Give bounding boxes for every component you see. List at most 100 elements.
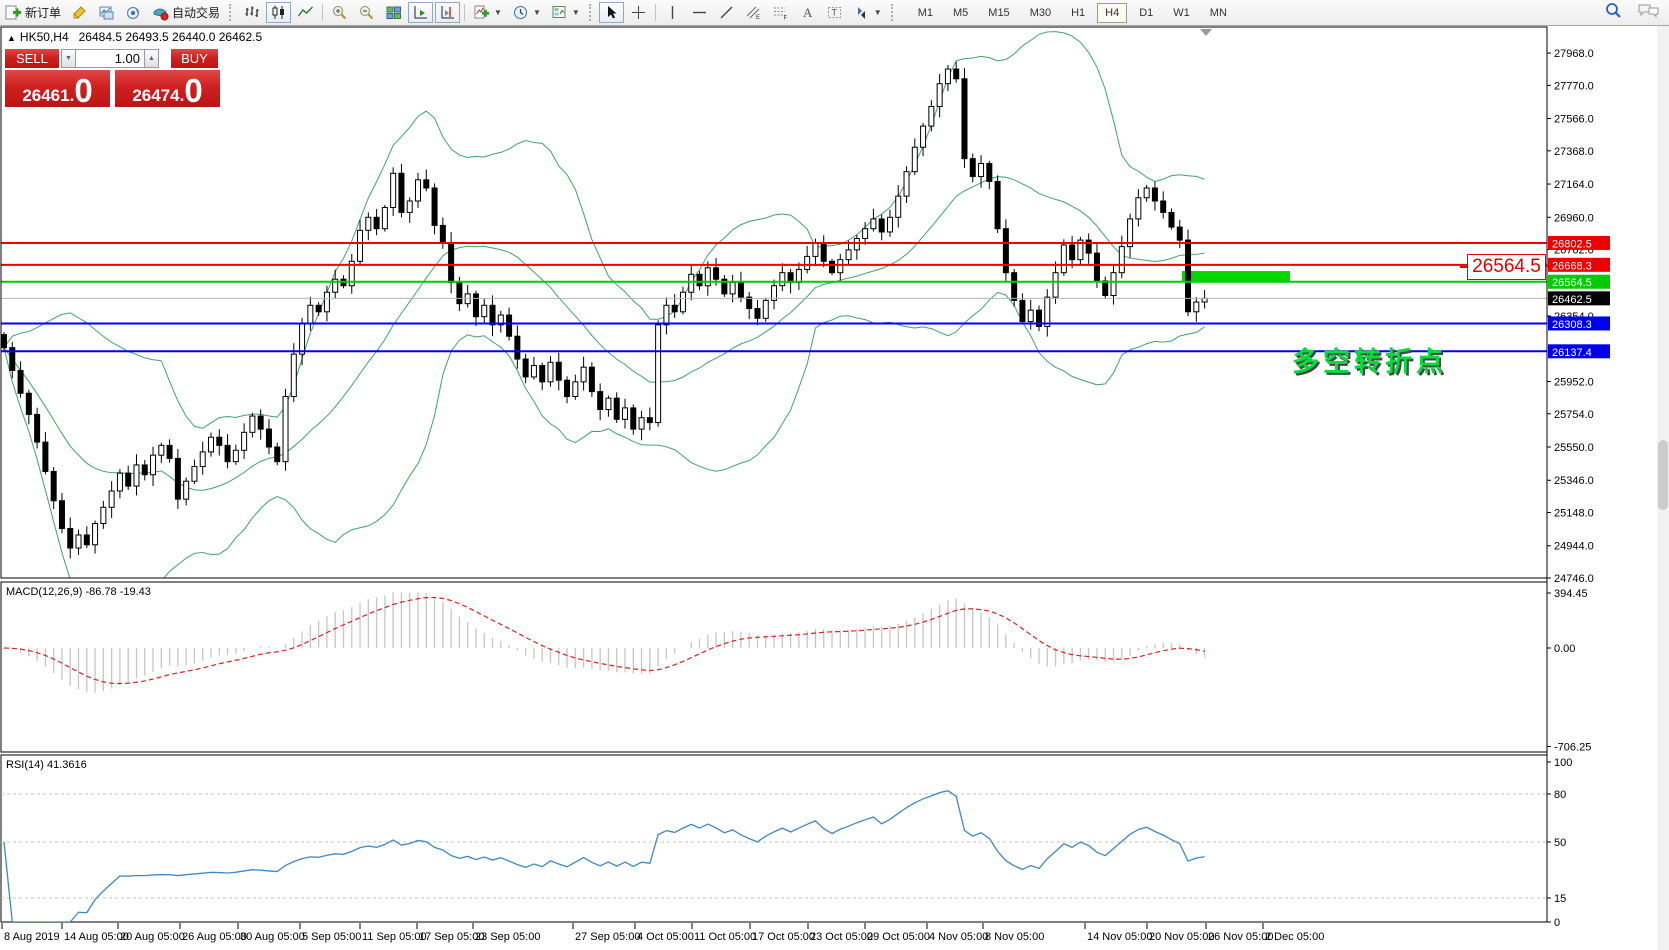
collapse-panel-icon[interactable]: ▲ <box>7 33 16 43</box>
dropdown-caret-icon: ▼ <box>494 8 502 17</box>
zoom-in-button[interactable] <box>327 2 352 23</box>
auto-scroll-icon <box>414 6 428 19</box>
chart-title: ▲ HK50,H4 26484.5 26493.5 26440.0 26462.5 <box>7 30 262 44</box>
time-tick-label: 20 Nov 05:00 <box>1149 931 1214 943</box>
zoom-group <box>326 0 407 25</box>
toolbar-separator <box>464 4 466 21</box>
zoom-out-icon <box>360 6 374 20</box>
text-label-tool-button[interactable]: T <box>822 2 847 23</box>
highlight-bar-object[interactable] <box>1182 271 1290 283</box>
new-order-icon <box>5 5 21 20</box>
vertical-scrollbar[interactable] <box>1657 25 1669 950</box>
horizontal-line-icon <box>692 11 706 14</box>
buy-price-int: 26474 <box>132 86 180 105</box>
insert-group: ▼ ▼ ▼ <box>468 0 585 25</box>
buy-price-box[interactable]: 26474. 0 <box>115 70 220 107</box>
cursor-tool-button[interactable] <box>598 2 624 23</box>
cursor-icon <box>607 6 617 19</box>
horizontal-line-tool-button[interactable] <box>687 2 712 23</box>
sell-price-int: 26461 <box>22 86 70 105</box>
scrollbar-thumb[interactable] <box>1658 440 1668 510</box>
timeframe-button-d1[interactable]: D1 <box>1131 3 1161 23</box>
bar-chart-button[interactable] <box>239 2 264 23</box>
timeframe-button-m1[interactable]: M1 <box>910 3 941 23</box>
scroll-group <box>407 0 461 25</box>
macd-tick-label: -706.25 <box>1554 741 1591 753</box>
timeframe-button-m5[interactable]: M5 <box>945 3 976 23</box>
time-tick-label: 29 Oct 05:00 <box>867 931 930 943</box>
time-tick-label: 8 Nov 05:00 <box>985 931 1044 943</box>
price-tick-label: 25550.0 <box>1554 442 1594 454</box>
chart-shift-button[interactable] <box>435 2 461 23</box>
profiles-button[interactable] <box>94 2 119 23</box>
main-toolbar: 新订单 自动交易 <box>0 0 1669 26</box>
volume-decrease-button[interactable]: ▼ <box>61 49 76 68</box>
signals-button[interactable] <box>121 2 146 23</box>
autotrading-button[interactable]: 自动交易 <box>148 2 224 23</box>
sell-price-box[interactable]: 26461. 0 <box>5 70 110 107</box>
timeframe-button-h4[interactable]: H4 <box>1097 2 1128 23</box>
toolbar-drag-handle[interactable] <box>890 4 896 21</box>
price-level-badge <box>1548 274 1610 289</box>
auto-scroll-button[interactable] <box>408 2 434 23</box>
price-callout-label[interactable]: 26564.5 <box>1460 254 1546 280</box>
search-icon[interactable] <box>1604 1 1623 20</box>
templates-button[interactable]: ▼ <box>547 2 584 23</box>
zoom-out-button[interactable] <box>354 2 379 23</box>
toolbar-separator <box>654 4 656 21</box>
clock-icon <box>513 6 527 19</box>
text-tool-button[interactable]: A <box>795 2 820 23</box>
dropdown-caret-icon: ▼ <box>532 8 541 17</box>
fibonacci-tool-button[interactable]: F <box>768 2 793 23</box>
autotrading-label: 自动交易 <box>172 6 221 20</box>
tile-windows-button[interactable] <box>381 2 406 23</box>
standard-toolbar-group: 新订单 自动交易 <box>0 0 225 25</box>
volume-increase-button[interactable]: ▲ <box>144 49 159 68</box>
toolbar-drag-handle[interactable] <box>229 4 234 21</box>
toolbar-right-group <box>1604 1 1661 20</box>
price-level-label: 26564.5 <box>1552 277 1592 289</box>
time-tick-label: 26 Aug 05:00 <box>182 931 247 943</box>
buy-price-dot: . <box>179 86 185 105</box>
metaeditor-button[interactable] <box>67 2 92 23</box>
sell-button[interactable]: SELL <box>5 49 59 68</box>
vertical-line-tool-button[interactable] <box>660 2 685 23</box>
symbol-period-label: HK50,H4 <box>19 30 69 44</box>
periods-button[interactable]: ▼ <box>508 2 545 23</box>
timeframe-button-mn[interactable]: MN <box>1202 3 1235 23</box>
timeframe-button-w1[interactable]: W1 <box>1165 3 1198 23</box>
chat-icon[interactable] <box>1637 2 1661 20</box>
channel-tool-button[interactable]: E <box>741 2 766 23</box>
price-tick-label: 24944.0 <box>1554 541 1594 553</box>
line-chart-button[interactable] <box>293 2 318 23</box>
crosshair-icon <box>631 6 645 19</box>
buy-button[interactable]: BUY <box>171 49 218 68</box>
time-tick-label: 11 Sep 05:00 <box>362 931 427 943</box>
timeframe-button-m30[interactable]: M30 <box>1022 3 1059 23</box>
arrow-objects-icon <box>857 7 865 19</box>
chart-type-group <box>238 0 319 25</box>
indicators-button[interactable]: ▼ <box>469 2 506 23</box>
rsi-tick-label: 80 <box>1554 789 1566 801</box>
macd-tick-label: 0.00 <box>1554 643 1575 655</box>
price-tick-label: 25346.0 <box>1554 475 1594 487</box>
toolbar-drag-handle[interactable] <box>588 4 594 21</box>
timeframe-button-h1[interactable]: H1 <box>1063 3 1093 23</box>
volume-input[interactable] <box>76 49 144 68</box>
callout-price-text: 26564.5 <box>1472 256 1541 277</box>
zoom-in-icon <box>333 6 347 20</box>
new-order-button[interactable]: 新订单 <box>1 2 65 23</box>
trendline-tool-button[interactable] <box>714 2 739 23</box>
arrows-tool-button[interactable]: ▼ <box>849 2 886 23</box>
candlestick-chart-icon <box>272 5 285 19</box>
time-tick-label: 8 Aug 2019 <box>4 931 60 943</box>
price-tick-label: 27164.0 <box>1554 179 1594 191</box>
rsi-tick-label: 15 <box>1554 893 1566 905</box>
timeframe-button-m15[interactable]: M15 <box>980 3 1017 23</box>
candlestick-chart-button[interactable] <box>266 2 292 23</box>
price-tick-label: 25952.0 <box>1554 377 1594 389</box>
crosshair-tool-button[interactable] <box>626 2 651 23</box>
bar-chart-icon <box>245 6 259 17</box>
